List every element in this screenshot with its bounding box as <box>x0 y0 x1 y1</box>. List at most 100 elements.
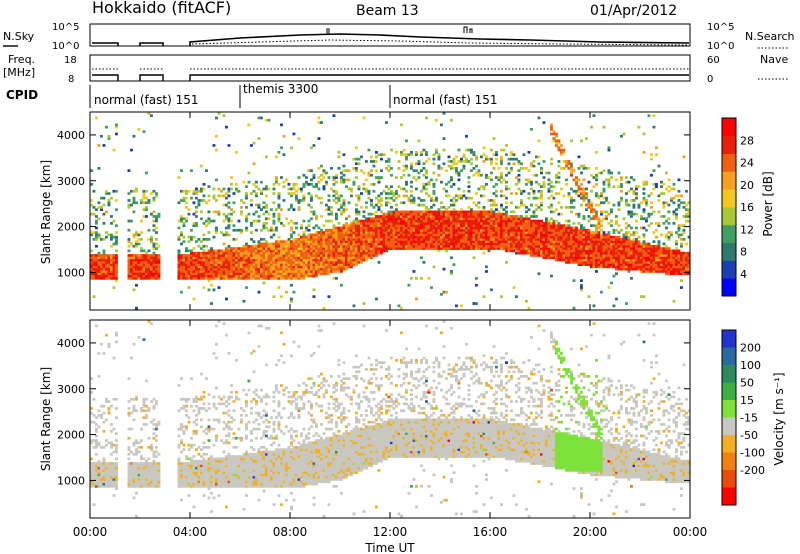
power-cell <box>422 183 426 186</box>
power-cell <box>547 249 551 253</box>
power-cell <box>410 201 413 205</box>
power-cell <box>442 148 446 152</box>
power-cell <box>432 233 436 237</box>
power-cell <box>250 247 253 250</box>
power-cell <box>277 277 281 280</box>
power-cell <box>442 212 446 216</box>
power-cell <box>230 256 233 260</box>
power-cell <box>250 274 253 278</box>
power-cell <box>247 267 251 271</box>
power-cell <box>415 217 418 221</box>
power-cell <box>332 114 336 117</box>
power-cell <box>400 123 403 127</box>
power-cell <box>440 233 443 237</box>
power-cell <box>512 219 516 223</box>
power-cell <box>600 261 603 264</box>
power-cell <box>210 258 213 262</box>
cpid-segment-3: normal (fast) 151 <box>393 93 497 107</box>
power-cell <box>237 254 241 257</box>
power-cell <box>510 215 513 218</box>
power-cell <box>612 258 616 262</box>
power-cell <box>532 242 536 246</box>
power-cell <box>457 235 461 239</box>
power-cell <box>390 242 393 246</box>
power-cell <box>600 171 603 175</box>
power-cell <box>422 244 426 248</box>
power-cell <box>345 244 348 248</box>
power-cell <box>177 258 181 262</box>
power-cell <box>255 263 258 266</box>
power-cell <box>637 254 641 257</box>
power-cell <box>105 231 108 234</box>
power-cell <box>432 238 436 241</box>
power-cell <box>605 196 608 200</box>
power-cell <box>137 258 141 262</box>
power-cell <box>312 263 316 266</box>
power-cell <box>277 219 281 223</box>
power-cell <box>565 224 568 227</box>
power-cell <box>132 233 136 237</box>
power-cell <box>590 203 593 207</box>
power-cell <box>635 231 638 234</box>
power-cell <box>292 242 296 246</box>
power-cell <box>260 242 263 246</box>
power-cell <box>400 228 403 232</box>
power-cell <box>577 215 581 218</box>
power-cell <box>525 178 528 182</box>
power-cell <box>107 254 111 257</box>
power-cell <box>205 263 208 266</box>
power-cell <box>397 231 401 234</box>
power-cell <box>492 244 496 248</box>
power-cell <box>442 215 446 218</box>
power-cell <box>375 233 378 237</box>
power-cell <box>352 258 356 262</box>
power-cell <box>505 228 508 232</box>
power-cell <box>215 116 218 120</box>
power-cell <box>487 222 491 225</box>
power-cell <box>537 116 541 120</box>
power-cell <box>102 277 106 280</box>
power-cell <box>442 226 446 230</box>
power-cell <box>257 290 261 294</box>
power-cell <box>252 189 256 193</box>
power-cell <box>157 267 161 271</box>
power-cell <box>152 272 156 276</box>
power-cell <box>597 263 601 266</box>
power-cell <box>610 171 613 175</box>
power-cell <box>597 238 601 241</box>
power-cell <box>387 192 391 195</box>
power-cell <box>377 180 381 184</box>
power-cell <box>620 244 623 248</box>
power-cell <box>365 189 368 193</box>
power-cell <box>427 242 431 246</box>
power-cell <box>530 224 533 227</box>
power-cell <box>267 187 271 191</box>
power-cell <box>467 235 471 239</box>
power-cell <box>447 242 451 246</box>
power-cell <box>505 210 508 214</box>
power-cell <box>622 240 626 243</box>
power-cell <box>520 238 523 241</box>
power-cell <box>150 258 153 262</box>
power-cell <box>430 242 433 246</box>
power-cell <box>305 272 308 276</box>
power-cell <box>357 249 361 253</box>
power-cell <box>250 270 253 273</box>
power-cell <box>602 247 606 250</box>
power-cell <box>127 272 131 276</box>
power-cell <box>192 256 196 260</box>
power-cell <box>450 185 453 188</box>
power-cell <box>635 192 638 195</box>
power-cell <box>600 265 603 269</box>
power-cell <box>497 226 501 230</box>
power-cell <box>110 265 113 269</box>
power-cell <box>302 235 306 239</box>
power-cell <box>452 210 456 214</box>
power-cell <box>507 247 511 250</box>
power-cell <box>250 244 253 248</box>
power-cell <box>147 254 151 257</box>
power-cell <box>625 240 628 243</box>
power-cell <box>127 267 131 271</box>
power-cell <box>275 208 278 211</box>
power-cell <box>390 235 393 239</box>
